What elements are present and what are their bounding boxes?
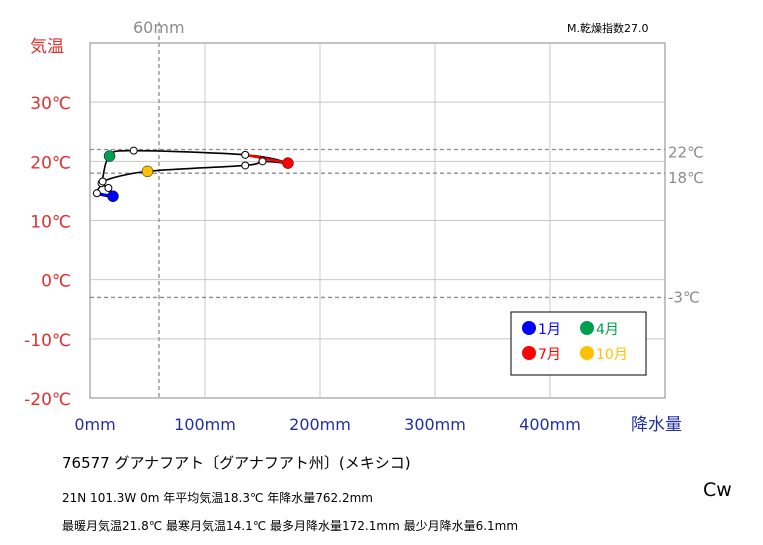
climate-class: Cw	[703, 479, 732, 501]
ref-label-precip: 60mm	[133, 18, 185, 37]
y-axis-title: 気温	[30, 37, 64, 57]
legend-label-jul: 7月	[538, 347, 561, 363]
month-point-11	[98, 177, 107, 186]
x-tick-label: 300mm	[404, 415, 466, 434]
y-tick-label: -20℃	[24, 390, 71, 410]
climate-chart: 60mm 22℃ 18℃ -3℃ -20℃ -10℃ 0℃ 10℃ 20℃ 30℃ 0mm 100…	[24, 18, 704, 435]
dryness-index: M.乾燥指数27.0	[567, 21, 648, 35]
y-tick-label: 0℃	[41, 272, 71, 292]
x-tick-label: 0mm	[74, 415, 115, 434]
legend-label-apr: 4月	[596, 322, 619, 338]
legend-label-jan: 1月	[538, 322, 561, 338]
station-stats-line2: 最暖月気温21.8℃ 最寒月気温14.1℃ 最多月降水量172.1mm 最少月降…	[62, 519, 519, 533]
ref-label-temp: 22℃	[668, 144, 704, 162]
ref-label-temp: -3℃	[668, 288, 700, 306]
x-tick-label: 200mm	[289, 415, 351, 434]
climate-series	[92, 146, 294, 202]
grid-lines	[90, 43, 665, 398]
month-point-5	[129, 146, 138, 155]
legend: 1月 4月 7月 10月	[510, 311, 647, 376]
station-stats-line1: 21N 101.3W 0m 年平均気温18.3℃ 年降水量762.2mm	[62, 491, 373, 505]
legend-label-oct: 10月	[596, 347, 628, 363]
month-point-2	[92, 189, 101, 198]
month-point-7	[282, 157, 294, 169]
month-point-9	[241, 161, 250, 170]
y-tick-labels: -20℃ -10℃ 0℃ 10℃ 20℃ 30℃	[24, 94, 71, 410]
reference-lines: 60mm 22℃ 18℃ -3℃	[90, 18, 704, 398]
month-point-10	[141, 165, 154, 178]
x-tick-label: 100mm	[174, 415, 236, 434]
month-point-12	[104, 183, 113, 192]
month-point-6	[241, 150, 250, 159]
legend-marker-jul	[522, 346, 536, 360]
month-point-8	[258, 157, 267, 166]
x-tick-labels: 0mm 100mm 200mm 300mm 400mm	[74, 415, 581, 434]
month-point-4	[103, 150, 116, 162]
x-axis-title: 降水量	[631, 415, 682, 435]
y-tick-label: -10℃	[24, 331, 71, 351]
y-tick-label: 30℃	[30, 94, 71, 114]
station-title: 76577 グアナフアト〔グアナフアト州〕(メキシコ)	[62, 454, 411, 472]
y-tick-label: 10℃	[30, 213, 71, 233]
legend-marker-jan	[522, 321, 536, 335]
segment-jul	[245, 153, 289, 165]
month-point-1	[107, 190, 119, 202]
legend-marker-oct	[580, 346, 594, 360]
x-tick-label: 400mm	[519, 415, 581, 434]
y-tick-label: 20℃	[30, 153, 71, 173]
legend-marker-apr	[580, 321, 594, 335]
ref-label-temp: 18℃	[668, 169, 704, 187]
